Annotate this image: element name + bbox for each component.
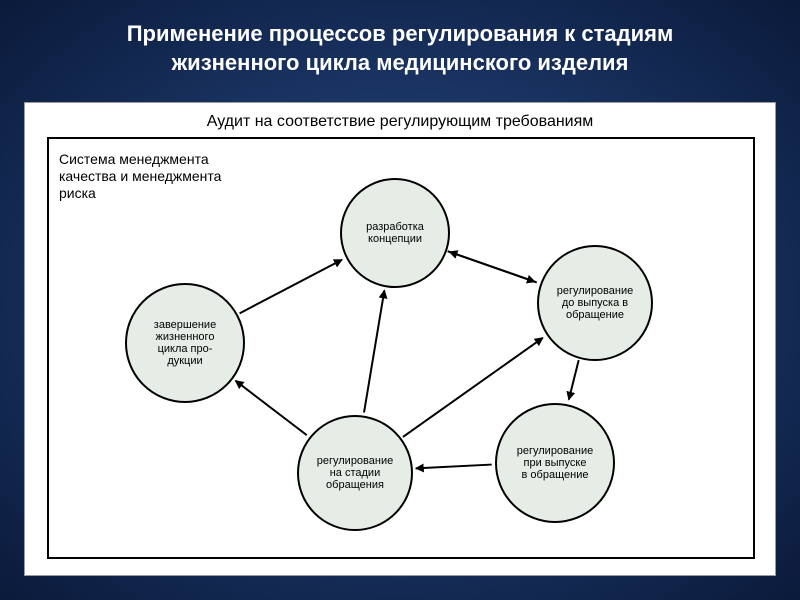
title-line-2: жизненного цикла медицинского изделия [172, 50, 629, 75]
qm-label-line2: качества и менеджмента [59, 168, 221, 184]
node-concept: разработкаконцепции [340, 178, 450, 288]
title-line-1: Применение процессов регулирования к ста… [127, 21, 674, 46]
node-placing: регулированиепри выпускев обращение [495, 403, 615, 523]
slide-title: Применение процессов регулирования к ста… [0, 20, 800, 77]
qm-label: Система менеджмента качества и менеджмен… [59, 151, 221, 201]
node-premarket: регулированиедо выпуска вобращение [537, 245, 653, 361]
diagram-container: Аудит на соответствие регулирующим требо… [24, 102, 776, 576]
node-postmarket: регулированиена стадииобращения [297, 415, 413, 531]
qm-label-line3: риска [59, 185, 96, 201]
qm-label-line1: Система менеджмента [59, 151, 209, 167]
audit-label-text: Аудит на соответствие регулирующим требо… [207, 113, 594, 130]
audit-label: Аудит на соответствие регулирующим требо… [25, 113, 775, 131]
node-endlife: завершениежизненногоцикла про-дукции [125, 283, 245, 403]
slide: Применение процессов регулирования к ста… [0, 0, 800, 600]
